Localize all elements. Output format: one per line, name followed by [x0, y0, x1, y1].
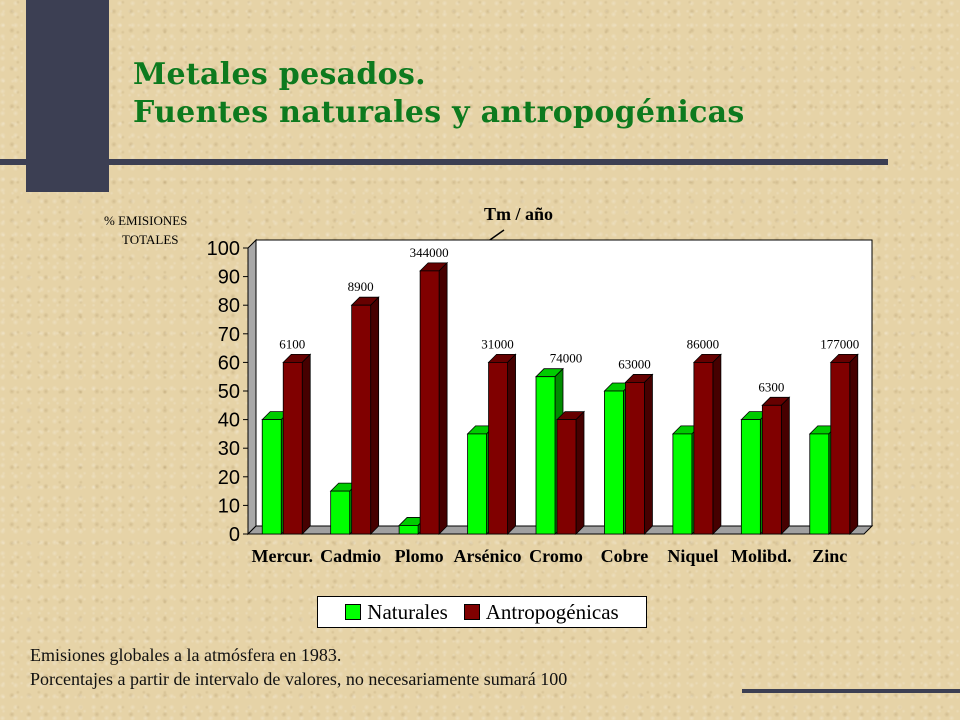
bar-antropogenicas — [556, 419, 577, 535]
bar-naturales — [604, 390, 624, 535]
bar-side — [575, 410, 585, 535]
chart-legend: Naturales Antropogénicas — [317, 596, 647, 628]
note-line-1: Emisiones globales a la atmósfera en 198… — [30, 645, 342, 665]
bar-naturales — [809, 433, 830, 535]
tonnes-label: 344000 — [410, 245, 449, 260]
x-category-label: Niquel — [667, 546, 718, 566]
y-tick-label: 50 — [218, 381, 240, 403]
bottom-rule — [742, 689, 960, 693]
y-tick-label: 100 — [207, 238, 240, 260]
bar-antropogenicas — [625, 382, 645, 535]
x-category-label: Mercur. — [251, 546, 312, 566]
y-tick-label: 80 — [218, 295, 240, 317]
bar-side — [438, 261, 448, 535]
y-tick-label: 10 — [218, 495, 240, 517]
legend-item-antropogenicas: Antropogénicas — [463, 599, 619, 625]
back-wall-side — [247, 238, 257, 536]
y-tick-label: 70 — [218, 324, 240, 346]
bar-side — [644, 373, 653, 535]
y-tick-label: 90 — [218, 267, 240, 289]
x-category-label: Arsénico — [454, 546, 522, 566]
bar-antropogenicas — [693, 361, 714, 535]
y-tick-label: 60 — [218, 352, 240, 374]
bar-side — [370, 296, 380, 535]
slide-title: Metales pesados. Fuentes naturales y ant… — [133, 56, 745, 132]
title-line-1: Metales pesados. — [133, 57, 426, 92]
title-line-2: Fuentes naturales y antropogénicas — [133, 95, 745, 130]
x-category-label: Molibd. — [731, 546, 792, 566]
tonnes-label: 6300 — [758, 379, 784, 394]
x-category-label: Plomo — [395, 546, 444, 566]
bar-antropogenicas — [488, 361, 508, 535]
y-tick-label: 30 — [218, 438, 240, 460]
legend-label-naturales: Naturales — [367, 599, 448, 624]
legend-swatch-naturales — [345, 604, 362, 620]
annotation-label: Tm / año — [484, 204, 553, 224]
tonnes-label: 177000 — [820, 336, 859, 351]
bar-antropogenicas — [761, 404, 782, 535]
tonnes-label: 6100 — [279, 336, 305, 351]
bar-antropogenicas — [282, 361, 303, 535]
bar-side — [849, 353, 859, 535]
y-tick-label: 20 — [218, 467, 240, 489]
tonnes-label: 31000 — [481, 336, 514, 351]
bar-antropogenicas — [419, 270, 440, 535]
tonnes-label: 86000 — [687, 336, 720, 351]
bar-side — [712, 353, 722, 535]
x-category-label: Cromo — [529, 546, 583, 566]
bar-naturales — [398, 525, 419, 535]
x-category-label: Cadmio — [320, 546, 381, 566]
bar-side — [301, 353, 311, 535]
legend-item-naturales: Naturales — [345, 599, 448, 625]
tonnes-label: 63000 — [618, 356, 651, 371]
y-axis-label-line-2: TOTALES — [122, 232, 179, 247]
x-category-label: Zinc — [812, 546, 847, 566]
note-line-2: Porcentajes a partir de intervalo de val… — [30, 669, 568, 689]
bar-naturales — [261, 419, 282, 535]
y-tick-label: 0 — [229, 524, 240, 546]
bar-antropogenicas — [351, 304, 372, 535]
bar-naturales — [330, 490, 351, 535]
legend-label-antropogenicas: Antropogénicas — [485, 599, 619, 624]
y-tick-label: 40 — [218, 410, 240, 432]
legend-swatch-antropogenicas — [463, 604, 480, 620]
bar-naturales — [535, 376, 556, 535]
bar-side — [780, 396, 790, 535]
bar-antropogenicas — [830, 361, 851, 535]
bar-naturales — [672, 433, 693, 535]
bar-naturales — [467, 433, 487, 535]
tonnes-label: 74000 — [550, 351, 583, 366]
bar-side — [507, 353, 516, 535]
y-axis-label-line-1: % EMISIONES — [104, 213, 187, 228]
title-rule — [0, 159, 888, 165]
x-category-label: Cobre — [601, 546, 649, 566]
tonnes-label: 8900 — [348, 279, 374, 294]
plot-area: 0 10 20 30 40 50 60 70 80 90 100 6100 Mercur. 8900 Cad… — [207, 238, 874, 566]
bar-naturales — [740, 419, 761, 535]
